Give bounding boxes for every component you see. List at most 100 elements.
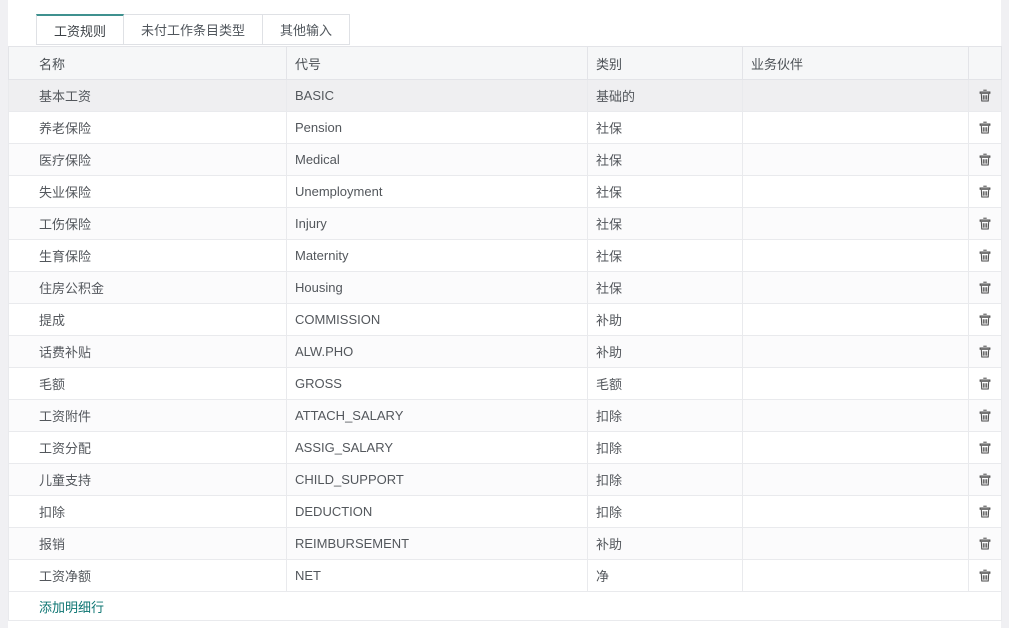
- table-row[interactable]: 工伤保险 Injury 社保: [8, 207, 1002, 240]
- table-row[interactable]: 话费补贴 ALW.PHO 补助: [8, 335, 1002, 368]
- table-row[interactable]: 养老保险 Pension 社保: [8, 111, 1002, 144]
- cell-category[interactable]: 净: [587, 559, 743, 592]
- cell-code[interactable]: BASIC: [286, 79, 588, 112]
- cell-code[interactable]: COMMISSION: [286, 303, 588, 336]
- cell-name[interactable]: 工资附件: [8, 399, 287, 432]
- table-row[interactable]: 基本工资 BASIC 基础的: [8, 79, 1002, 112]
- delete-row-button[interactable]: [975, 535, 995, 552]
- delete-row-button[interactable]: [975, 119, 995, 136]
- cell-name[interactable]: 住房公积金: [8, 271, 287, 304]
- table-row[interactable]: 报销 REIMBURSEMENT 补助: [8, 527, 1002, 560]
- table-row[interactable]: 工资净额 NET 净: [8, 559, 1002, 592]
- table-row[interactable]: 住房公积金 Housing 社保: [8, 271, 1002, 304]
- cell-name[interactable]: 工资净额: [8, 559, 287, 592]
- column-header-code[interactable]: 代号: [286, 46, 588, 80]
- delete-row-button[interactable]: [975, 183, 995, 200]
- cell-name[interactable]: 失业保险: [8, 175, 287, 208]
- cell-category[interactable]: 补助: [587, 335, 743, 368]
- cell-partner[interactable]: [742, 495, 969, 528]
- column-header-category[interactable]: 类别: [587, 46, 743, 80]
- cell-partner[interactable]: [742, 271, 969, 304]
- cell-name[interactable]: 医疗保险: [8, 143, 287, 176]
- cell-partner[interactable]: [742, 463, 969, 496]
- table-row[interactable]: 生育保险 Maternity 社保: [8, 239, 1002, 272]
- delete-row-button[interactable]: [975, 503, 995, 520]
- delete-row-button[interactable]: [975, 215, 995, 232]
- cell-category[interactable]: 基础的: [587, 79, 743, 112]
- table-row[interactable]: 医疗保险 Medical 社保: [8, 143, 1002, 176]
- tab-other-inputs[interactable]: 其他输入: [262, 14, 351, 45]
- cell-name[interactable]: 生育保险: [8, 239, 287, 272]
- cell-category[interactable]: 扣除: [587, 463, 743, 496]
- cell-category[interactable]: 毛额: [587, 367, 743, 400]
- cell-name[interactable]: 报销: [8, 527, 287, 560]
- cell-name[interactable]: 毛额: [8, 367, 287, 400]
- cell-name[interactable]: 扣除: [8, 495, 287, 528]
- cell-partner[interactable]: [742, 431, 969, 464]
- cell-partner[interactable]: [742, 111, 969, 144]
- cell-category[interactable]: 社保: [587, 143, 743, 176]
- cell-partner[interactable]: [742, 239, 969, 272]
- cell-partner[interactable]: [742, 367, 969, 400]
- cell-code[interactable]: ATTACH_SALARY: [286, 399, 588, 432]
- delete-row-button[interactable]: [975, 375, 995, 392]
- cell-code[interactable]: Unemployment: [286, 175, 588, 208]
- cell-name[interactable]: 基本工资: [8, 79, 287, 112]
- cell-partner[interactable]: [742, 527, 969, 560]
- cell-category[interactable]: 扣除: [587, 431, 743, 464]
- cell-category[interactable]: 扣除: [587, 495, 743, 528]
- table-row[interactable]: 儿童支持 CHILD_SUPPORT 扣除: [8, 463, 1002, 496]
- delete-row-button[interactable]: [975, 407, 995, 424]
- table-row[interactable]: 失业保险 Unemployment 社保: [8, 175, 1002, 208]
- cell-code[interactable]: DEDUCTION: [286, 495, 588, 528]
- cell-partner[interactable]: [742, 175, 969, 208]
- add-line-link[interactable]: 添加明细行: [39, 599, 105, 615]
- cell-name[interactable]: 工伤保险: [8, 207, 287, 240]
- cell-partner[interactable]: [742, 399, 969, 432]
- cell-code[interactable]: ALW.PHO: [286, 335, 588, 368]
- table-row[interactable]: 工资附件 ATTACH_SALARY 扣除: [8, 399, 1002, 432]
- cell-code[interactable]: NET: [286, 559, 588, 592]
- delete-row-button[interactable]: [975, 151, 995, 168]
- table-row[interactable]: 工资分配 ASSIG_SALARY 扣除: [8, 431, 1002, 464]
- cell-category[interactable]: 社保: [587, 271, 743, 304]
- cell-code[interactable]: GROSS: [286, 367, 588, 400]
- tab-salary-rules[interactable]: 工资规则: [36, 14, 125, 45]
- cell-code[interactable]: Injury: [286, 207, 588, 240]
- cell-code[interactable]: Housing: [286, 271, 588, 304]
- cell-code[interactable]: REIMBURSEMENT: [286, 527, 588, 560]
- cell-name[interactable]: 工资分配: [8, 431, 287, 464]
- cell-partner[interactable]: [742, 207, 969, 240]
- cell-code[interactable]: CHILD_SUPPORT: [286, 463, 588, 496]
- delete-row-button[interactable]: [975, 343, 995, 360]
- cell-code[interactable]: Medical: [286, 143, 588, 176]
- cell-name[interactable]: 话费补贴: [8, 335, 287, 368]
- cell-category[interactable]: 补助: [587, 303, 743, 336]
- delete-row-button[interactable]: [975, 471, 995, 488]
- cell-partner[interactable]: [742, 559, 969, 592]
- table-row[interactable]: 扣除 DEDUCTION 扣除: [8, 495, 1002, 528]
- table-row[interactable]: 提成 COMMISSION 补助: [8, 303, 1002, 336]
- cell-partner[interactable]: [742, 79, 969, 112]
- cell-partner[interactable]: [742, 143, 969, 176]
- cell-code[interactable]: Pension: [286, 111, 588, 144]
- delete-row-button[interactable]: [975, 87, 995, 104]
- cell-name[interactable]: 养老保险: [8, 111, 287, 144]
- cell-category[interactable]: 社保: [587, 207, 743, 240]
- tab-unpaid-work-entry-types[interactable]: 未付工作条目类型: [123, 14, 264, 45]
- cell-category[interactable]: 社保: [587, 175, 743, 208]
- cell-partner[interactable]: [742, 303, 969, 336]
- cell-category[interactable]: 补助: [587, 527, 743, 560]
- cell-code[interactable]: Maternity: [286, 239, 588, 272]
- delete-row-button[interactable]: [975, 311, 995, 328]
- delete-row-button[interactable]: [975, 567, 995, 584]
- delete-row-button[interactable]: [975, 247, 995, 264]
- column-header-partner[interactable]: 业务伙伴: [742, 46, 969, 80]
- cell-partner[interactable]: [742, 335, 969, 368]
- cell-category[interactable]: 社保: [587, 111, 743, 144]
- cell-name[interactable]: 提成: [8, 303, 287, 336]
- cell-code[interactable]: ASSIG_SALARY: [286, 431, 588, 464]
- table-row[interactable]: 毛额 GROSS 毛额: [8, 367, 1002, 400]
- column-header-name[interactable]: 名称: [8, 46, 287, 80]
- cell-category[interactable]: 扣除: [587, 399, 743, 432]
